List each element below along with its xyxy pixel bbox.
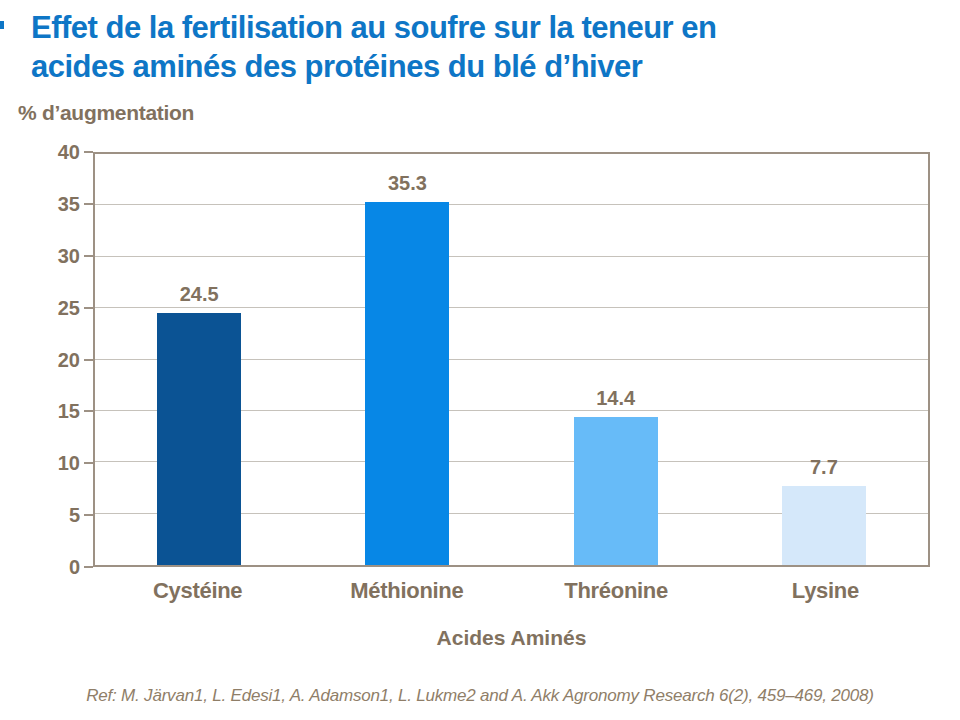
slide: Effet de la fertilisation au soufre sur … [0,0,960,720]
x-tick-label: Thréonine [512,578,721,604]
bar-lysine [782,486,866,565]
bar-slot: 24.5 [95,154,303,565]
bar-slot: 7.7 [720,154,928,565]
y-tick-mark [84,566,93,568]
y-tick-label: 40 [28,141,80,164]
y-axis-title: % d’augmentation [18,101,194,125]
y-tick-label: 35 [28,192,80,215]
y-tick-mark [84,514,93,516]
x-axis-title: Acides Aminés [93,626,930,650]
y-tick-mark [84,255,93,257]
x-tick-label: Lysine [721,578,930,604]
y-tick-label: 25 [28,296,80,319]
bar-chart: 0510152025303540 24.535.314.47.7 [0,152,960,567]
x-axis-tick-labels: CystéineMéthionineThréonineLysine [93,578,930,604]
page-title-line-2: acides aminés des protéines du blé d’hiv… [31,47,911,86]
y-tick-label: 10 [28,452,80,475]
y-tick-label: 30 [28,244,80,267]
bar-value-label: 35.3 [303,172,511,195]
bars: 24.5 35.3 14.4 7.7 [95,154,928,565]
y-tick-label: 0 [28,556,80,579]
y-tick-mark [84,410,93,412]
y-tick-label: 20 [28,348,80,371]
y-tick-mark [84,359,93,361]
x-tick-label: Cystéine [93,578,302,604]
x-tick-label: Méthionine [302,578,511,604]
bar-slot: 35.3 [303,154,511,565]
bar-slot: 14.4 [512,154,720,565]
bar-value-label: 14.4 [512,387,720,410]
footer-reference: Ref: M. Järvan1, L. Edesi1, A. Adamson1,… [0,686,960,706]
accent-mark [0,21,4,29]
bar-value-label: 24.5 [95,283,303,306]
y-tick-mark [84,307,93,309]
bar-cystéine [157,313,241,565]
y-tick-mark [84,203,93,205]
plot-area: 24.5 35.3 14.4 7.7 [93,152,930,567]
bar-thréonine [574,417,658,565]
y-tick-label: 15 [28,400,80,423]
bar-value-label: 7.7 [720,456,928,479]
y-tick-label: 5 [28,504,80,527]
bar-méthionine [365,202,449,565]
y-tick-mark [84,462,93,464]
page-title-line-1: Effet de la fertilisation au soufre sur … [31,8,911,47]
y-tick-mark [84,151,93,153]
page-title: Effet de la fertilisation au soufre sur … [31,8,911,86]
